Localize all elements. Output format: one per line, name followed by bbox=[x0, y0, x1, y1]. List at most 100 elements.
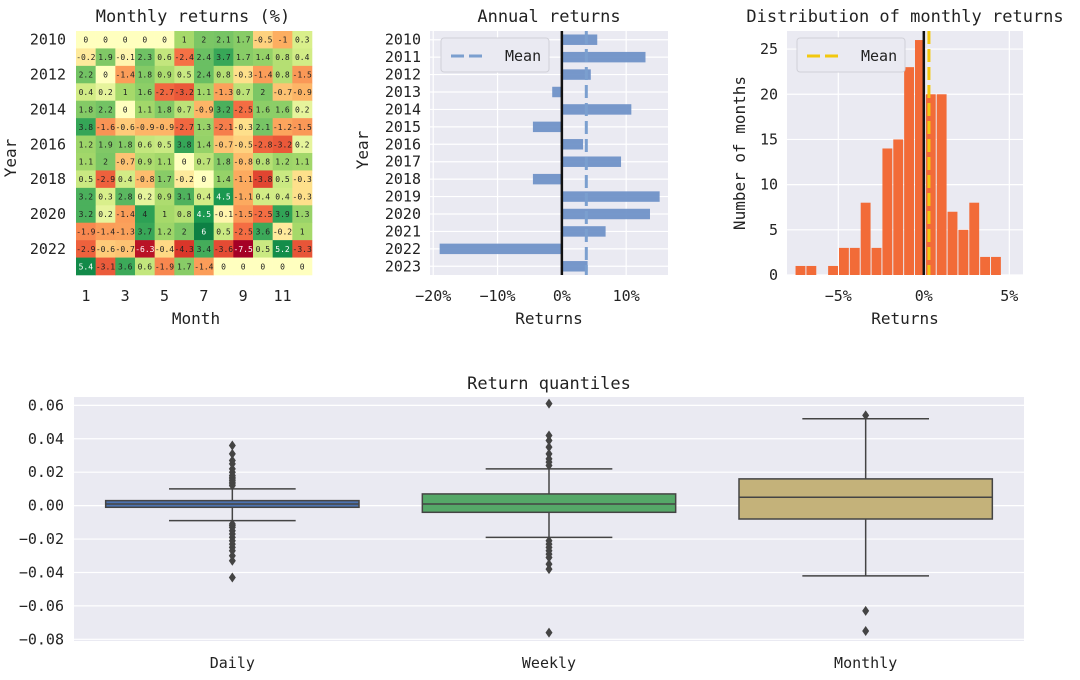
heatmap-cell bbox=[213, 48, 234, 67]
heatmap-cell-label: 0.6 bbox=[138, 140, 153, 149]
distribution-bar bbox=[838, 247, 849, 275]
heatmap-cell-label: 0.3 bbox=[98, 193, 113, 202]
heatmap-cell bbox=[135, 153, 155, 171]
heatmap-cell-label: 1.3 bbox=[197, 123, 212, 132]
heatmap-cell bbox=[292, 83, 313, 102]
heatmap-cell bbox=[194, 205, 214, 224]
heatmap-cell-label: -0.5 bbox=[234, 140, 253, 149]
heatmap-cell bbox=[154, 240, 175, 258]
annual-bar bbox=[532, 173, 562, 185]
distribution-ylabel: Number of months bbox=[730, 76, 749, 230]
heatmap-cell-label: 0.8 bbox=[216, 71, 231, 80]
heatmap-cell-label: -0.3 bbox=[293, 193, 312, 202]
heatmap-cell-label: -1.1 bbox=[234, 193, 253, 202]
heatmap-cell-label: -1.3 bbox=[214, 88, 233, 97]
heatmap-cell-label: -0.8 bbox=[135, 175, 154, 184]
heatmap-cell bbox=[213, 83, 234, 102]
heatmap-cell bbox=[194, 135, 214, 154]
heatmap-cell bbox=[272, 118, 293, 136]
heatmap-cell-label: -2.8 bbox=[253, 140, 272, 149]
heatmap-ytick: 2020 bbox=[30, 205, 66, 223]
heatmap-cell-label: 1.1 bbox=[157, 158, 172, 167]
heatmap-cell-label: -1.9 bbox=[76, 227, 95, 236]
distribution-xtick: 5% bbox=[1000, 287, 1018, 305]
distribution-yticks: 0 5 10 15 20 25 bbox=[760, 40, 778, 284]
quantiles-outlier bbox=[228, 448, 236, 459]
heatmap-cell bbox=[95, 222, 116, 241]
heatmap-cell bbox=[272, 83, 293, 102]
heatmap-cell bbox=[253, 240, 273, 258]
heatmap-cell bbox=[174, 48, 195, 67]
heatmap-cell-label: -0.6 bbox=[96, 245, 115, 254]
heatmap-cell bbox=[115, 48, 136, 67]
heatmap-cell-label: 1 bbox=[162, 210, 167, 219]
annual-xtick: −20% bbox=[415, 287, 451, 305]
heatmap-cell-label: 0.2 bbox=[98, 88, 113, 97]
heatmap-cell bbox=[95, 170, 116, 189]
heatmap-cell bbox=[253, 257, 273, 276]
heatmap-cell-label: 0 bbox=[103, 71, 108, 80]
heatmap-cell bbox=[95, 187, 116, 206]
heatmap-cell bbox=[213, 187, 234, 206]
heatmap-cell-label: 2 bbox=[201, 36, 206, 45]
distribution-bar bbox=[795, 265, 806, 275]
heatmap-cell bbox=[272, 65, 293, 84]
heatmap-cell bbox=[233, 83, 254, 102]
heatmap-cell bbox=[272, 170, 293, 189]
heatmap-cell bbox=[174, 153, 195, 171]
heatmap-cell-label: 1.9 bbox=[98, 140, 113, 149]
annual-ytick: 2020 bbox=[385, 205, 421, 223]
heatmap-cell-label: -0.7 bbox=[116, 245, 135, 254]
quantiles-outlier bbox=[545, 559, 553, 570]
heatmap-cell bbox=[154, 83, 175, 102]
heatmap-cell bbox=[213, 100, 234, 119]
heatmap-cell-label: 3.8 bbox=[79, 123, 94, 132]
heatmap-cell bbox=[76, 240, 96, 258]
heatmap-cell-label: 0.7 bbox=[197, 158, 212, 167]
heatmap-cell-label: -0.3 bbox=[234, 71, 253, 80]
heatmap-cell bbox=[194, 170, 214, 189]
heatmap-cell bbox=[253, 118, 273, 136]
heatmap-cell-label: 1 bbox=[182, 36, 187, 45]
heatmap-cell bbox=[213, 222, 234, 241]
annual-ytick: 2022 bbox=[385, 240, 421, 258]
heatmap-cell bbox=[272, 205, 293, 224]
heatmap-cell bbox=[174, 187, 195, 206]
annual-bar bbox=[552, 86, 562, 98]
quantiles-iqr-box bbox=[738, 478, 994, 520]
heatmap-cell bbox=[76, 170, 96, 189]
heatmap-cell-label: 0 bbox=[83, 36, 88, 45]
heatmap-cell bbox=[213, 170, 234, 189]
heatmap-cell-label: 2 bbox=[103, 158, 108, 167]
heatmap-cell bbox=[194, 48, 214, 67]
quantiles-outlier bbox=[545, 460, 553, 471]
heatmap-cell-label: 4.5 bbox=[197, 210, 212, 219]
heatmap-cell-label: 1.9 bbox=[98, 53, 113, 62]
distribution-bar bbox=[915, 40, 925, 276]
heatmap-cell-label: -0.9 bbox=[155, 123, 174, 132]
heatmap-cell bbox=[154, 153, 175, 171]
heatmap-cell-label: 3.8 bbox=[177, 140, 192, 149]
heatmap-cell bbox=[154, 31, 175, 49]
annual-ytick: 2016 bbox=[385, 135, 421, 153]
heatmap-cell-label: 0.5 bbox=[216, 227, 231, 236]
heatmap-cell-label: 3.2 bbox=[216, 105, 231, 114]
distribution-bar bbox=[849, 247, 860, 275]
quantiles-ytick: 0.06 bbox=[28, 396, 64, 414]
distribution-ytick: 20 bbox=[760, 85, 778, 103]
heatmap-cell-label: 1.2 bbox=[275, 158, 290, 167]
heatmap-panel: Monthly returns (%) Month Year 0 0 0 0 0 1 2 2.… bbox=[1, 7, 313, 328]
heatmap-cell bbox=[135, 65, 155, 84]
heatmap-cell-label: -1.6 bbox=[96, 123, 115, 132]
distribution-panel: Distribution of monthly returns Returns … bbox=[730, 7, 1064, 328]
heatmap-cell bbox=[135, 170, 155, 189]
heatmap-cell bbox=[115, 135, 136, 154]
heatmap-xtick: 11 bbox=[273, 287, 291, 305]
annual-bar bbox=[532, 121, 562, 133]
distribution-bar bbox=[925, 94, 936, 275]
heatmap-cell-label: -1.4 bbox=[253, 71, 272, 80]
heatmap-cell-label: 3.9 bbox=[275, 210, 290, 219]
annual-legend-box bbox=[440, 37, 550, 73]
heatmap-cell-label: 2 bbox=[260, 88, 265, 97]
